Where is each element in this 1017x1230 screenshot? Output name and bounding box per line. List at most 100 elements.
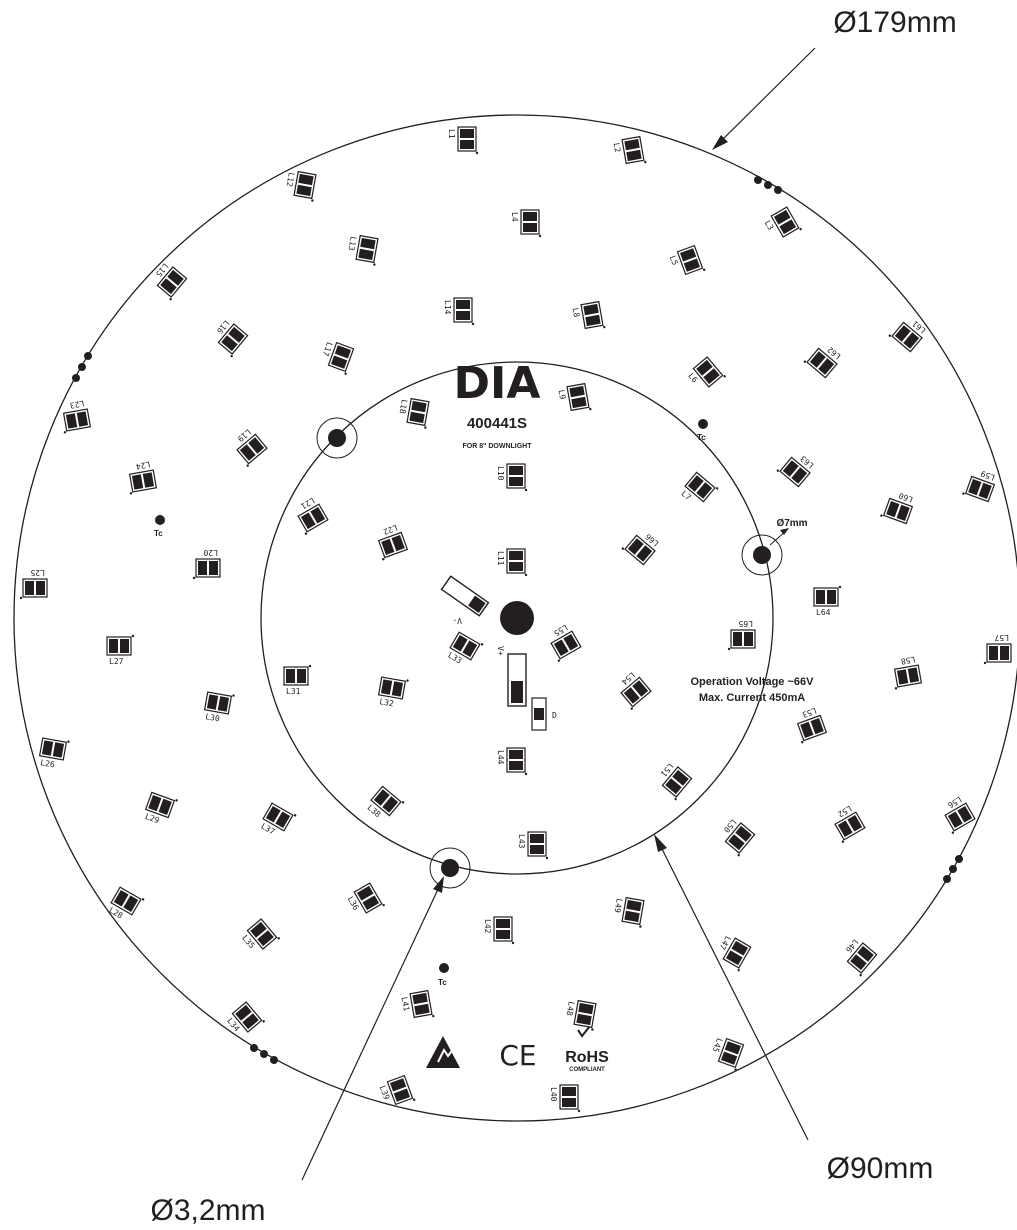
led-label: L44 — [496, 750, 505, 765]
led-label: L49 — [612, 898, 623, 914]
led-l5: L5 — [668, 244, 706, 276]
led-l8: L8 — [571, 300, 606, 330]
tc-point-top: Tc — [697, 419, 708, 442]
led-label: L4 — [510, 212, 519, 222]
led-label: L65 — [738, 619, 753, 628]
led-l41: L41 — [400, 989, 435, 1019]
led-l34: L34 — [225, 1001, 265, 1033]
board-subtitle: FOR 8" DOWNLIGHT — [462, 443, 532, 450]
led-label: L32 — [379, 697, 395, 708]
led-l28: L28 — [107, 886, 145, 921]
led-l52: L52 — [834, 804, 866, 843]
led-l21: L21 — [297, 496, 329, 535]
led-l43: L43 — [517, 831, 549, 860]
svg-text:Ø7mm: Ø7mm — [776, 518, 807, 529]
led-label: L11 — [496, 551, 505, 566]
led-label: L41 — [400, 996, 411, 1012]
led-label: L26 — [40, 758, 56, 769]
led-l37: L37 — [259, 802, 297, 837]
led-l12: L12 — [284, 170, 317, 202]
led-label: L5 — [668, 254, 680, 266]
led-l58: L58 — [893, 655, 923, 690]
mounting-hole-bottom — [429, 847, 471, 889]
logo: DIA — [454, 358, 541, 409]
led-label: L10 — [496, 466, 505, 481]
led-label: L27 — [109, 657, 124, 666]
led-l47: L47 — [717, 934, 752, 972]
max-current: Max. Current 450mA — [699, 692, 805, 704]
tc-point-left: Tc — [154, 515, 165, 538]
led-l62: L62 — [803, 345, 843, 379]
led-l40: L40 — [549, 1084, 581, 1113]
svg-text:V-: V- — [452, 616, 462, 625]
esd-warning-icon — [426, 1036, 460, 1068]
led-l6: L6 — [686, 356, 726, 388]
svg-text:V+: V+ — [496, 646, 505, 656]
led-l64: L64 — [813, 585, 842, 617]
led-l50: L50 — [722, 817, 756, 857]
led-l3: L3 — [763, 206, 802, 238]
dimension-small-hole: Ø3,2mm — [150, 876, 444, 1227]
pad-v-plus: V+ — [496, 646, 527, 707]
led-label: L40 — [549, 1087, 558, 1102]
led-l32: L32 — [377, 676, 409, 709]
led-l1: L1 — [447, 126, 479, 155]
led-l36: L36 — [346, 882, 385, 914]
led-l60: L60 — [880, 491, 914, 525]
led-l24: L24 — [128, 460, 158, 495]
led-l65: L65 — [727, 619, 756, 651]
inner-circle-outline — [260, 361, 774, 875]
led-label: L48 — [564, 1001, 575, 1017]
led-l54: L54 — [620, 670, 652, 710]
led-label: L3 — [763, 219, 776, 232]
led-l23: L23 — [62, 399, 92, 434]
led-l4: L4 — [510, 209, 542, 238]
svg-text:Ø179mm: Ø179mm — [833, 6, 956, 39]
led-l35: L35 — [240, 918, 280, 950]
led-l26: L26 — [38, 737, 70, 770]
led-l63: L63 — [776, 454, 816, 488]
led-label: L43 — [517, 834, 526, 849]
ce-mark: CE — [499, 1039, 536, 1072]
led-label: L8 — [571, 307, 582, 318]
led-label: L23 — [69, 399, 85, 410]
led-l14: L14 — [443, 297, 475, 326]
led-l22: L22 — [377, 523, 409, 561]
led-l2: L2 — [612, 135, 647, 165]
led-label: L30 — [205, 712, 221, 723]
led-l30: L30 — [203, 691, 235, 724]
outer-board-outline — [13, 114, 1017, 1122]
pad-v-minus: V- — [440, 575, 490, 625]
led-label: L25 — [30, 568, 45, 577]
part-number: 400441S — [467, 415, 527, 432]
led-l29: L29 — [144, 791, 178, 825]
dimension-outer: Ø179mm — [712, 6, 957, 150]
led-l59: L59 — [962, 469, 996, 503]
dimension-inner: Ø90mm — [654, 834, 933, 1185]
led-l45: L45 — [711, 1037, 745, 1071]
led-l44: L44 — [496, 747, 528, 776]
led-label: L9 — [557, 389, 568, 400]
led-l13: L13 — [346, 234, 379, 266]
pad-d: D — [531, 697, 557, 731]
led-label: L57 — [994, 633, 1009, 642]
led-label: L14 — [443, 300, 452, 315]
led-l42: L42 — [483, 916, 515, 945]
svg-text:Tc: Tc — [154, 529, 163, 538]
led-label: L2 — [612, 142, 623, 153]
led-l33: L33 — [446, 631, 484, 666]
led-l66: L66 — [621, 532, 661, 566]
led-footprints: L1 L2 L3 L4 L5 L8 L9 L6 L7 L10 L11 L12 L13 L14 L15 L16 L… — [19, 126, 1012, 1113]
led-l17: L17 — [321, 341, 355, 375]
svg-text:COMPLIANT: COMPLIANT — [569, 1067, 605, 1073]
led-label: L18 — [397, 399, 408, 415]
led-l15: L15 — [154, 261, 188, 301]
fiducial-dots-top-right — [754, 176, 782, 194]
led-l31: L31 — [283, 664, 312, 696]
led-label: L13 — [346, 236, 357, 252]
led-l55: L55 — [550, 623, 582, 662]
svg-text:D: D — [552, 711, 557, 720]
svg-text:Ø90mm: Ø90mm — [827, 1152, 934, 1185]
led-l57: L57 — [983, 633, 1012, 665]
led-label: L42 — [483, 919, 492, 934]
